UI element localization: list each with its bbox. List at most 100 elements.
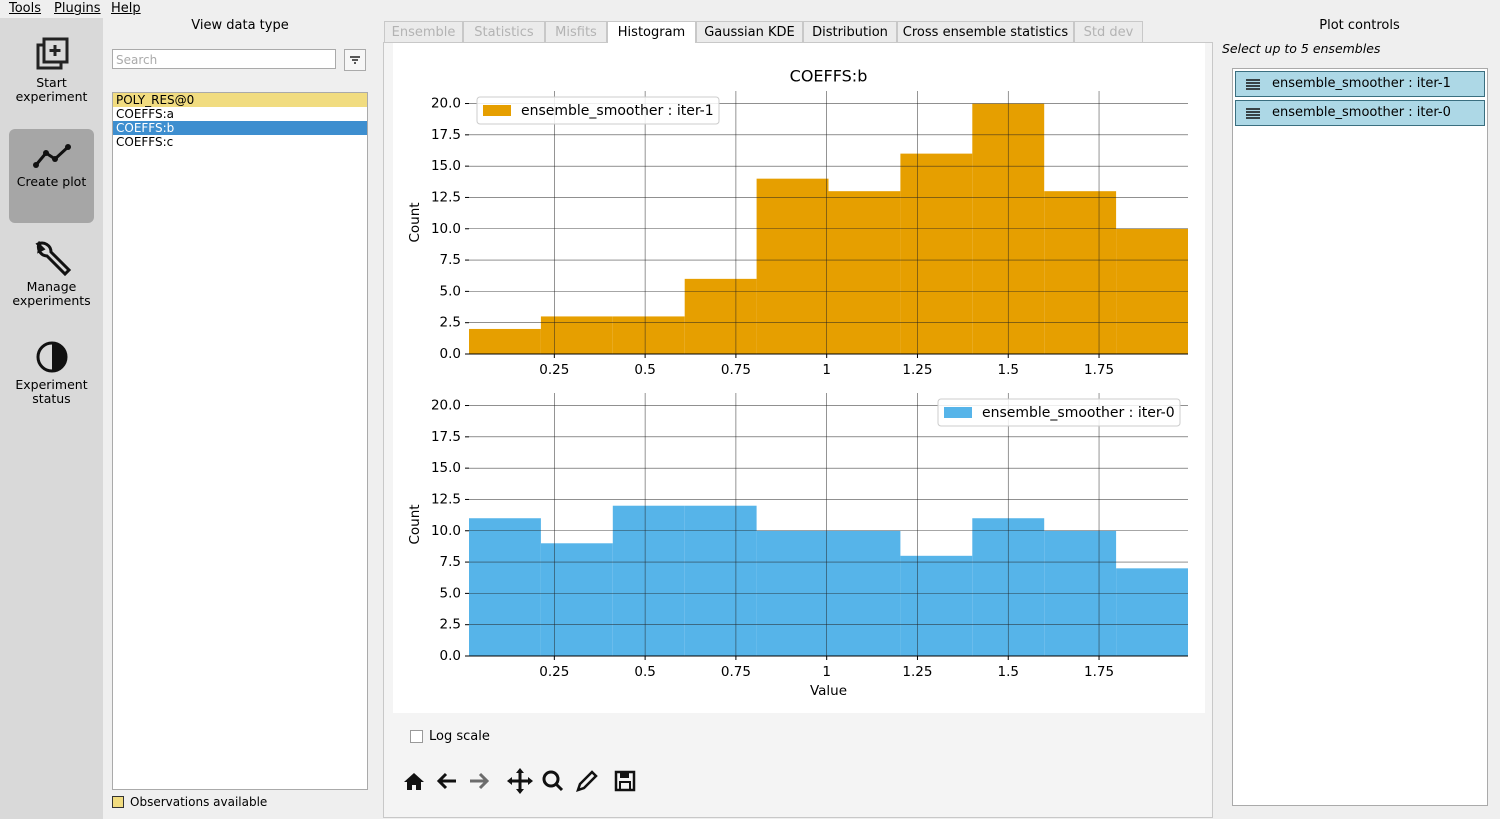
histogram-bar — [612, 505, 685, 656]
legend-label: ensemble_smoother : iter-1 — [521, 103, 714, 119]
list-item[interactable]: COEFFS:c — [116, 135, 174, 149]
y-tick-label: 15.0 — [431, 158, 461, 174]
tab[interactable]: Cross ensemble statistics — [897, 21, 1074, 43]
tab: Ensemble — [384, 21, 463, 43]
y-tick-label: 7.5 — [440, 252, 461, 268]
legend-box — [937, 398, 1181, 427]
x-tick-label: 1.75 — [1084, 362, 1114, 378]
x-tick-label: 0.25 — [539, 664, 569, 680]
y-tick-label: 20.0 — [431, 96, 461, 112]
histogram-bar — [540, 543, 613, 656]
forward-button[interactable] — [470, 772, 490, 790]
y-axis-label: Count — [407, 202, 423, 242]
menu-tools[interactable]: Tools — [9, 1, 42, 16]
x-tick-label: 0.5 — [634, 664, 655, 680]
controls-hint: Select up to 5 ensembles — [1222, 41, 1381, 56]
start-experiment-button[interactable]: Start experiment — [9, 36, 94, 111]
save-button[interactable] — [614, 770, 636, 792]
y-tick-label: 0.0 — [440, 346, 461, 362]
ensemble-item[interactable]: ensemble_smoother : iter-1 — [1235, 71, 1485, 97]
ensemble-label: ensemble_smoother : iter-1 — [1272, 76, 1451, 91]
y-tick-label: 12.5 — [431, 189, 461, 205]
histogram-bar — [684, 278, 757, 354]
log-scale-label: Log scale — [429, 729, 490, 744]
menu-help[interactable]: Help — [111, 1, 141, 16]
y-axis-label: Count — [407, 504, 423, 544]
legend-swatch — [944, 407, 972, 418]
ensemble-item[interactable]: ensemble_smoother : iter-0 — [1235, 100, 1485, 126]
histogram-bar — [756, 178, 829, 354]
histogram-bar — [684, 505, 757, 656]
x-tick-label: 1.75 — [1084, 664, 1114, 680]
y-tick-label: 10.0 — [431, 221, 461, 237]
histogram-bar — [828, 191, 901, 354]
histogram-bar — [612, 316, 685, 354]
tab-active[interactable]: Histogram — [607, 21, 696, 44]
drag-icon — [1246, 108, 1260, 119]
list-item[interactable]: COEFFS:a — [116, 107, 175, 121]
icon — [36, 341, 67, 373]
x-tick-label: 0.25 — [539, 362, 569, 378]
x-tick-label: 0.75 — [721, 362, 751, 378]
y-tick-label: 7.5 — [440, 554, 461, 570]
legend-swatch — [483, 105, 511, 116]
list-item-selected[interactable]: COEFFS:b — [113, 121, 367, 135]
y-tick-label: 2.5 — [440, 315, 461, 331]
y-tick-label: 17.5 — [431, 429, 461, 445]
histogram-bar — [469, 518, 541, 656]
y-tick-label: 0.0 — [440, 648, 461, 664]
home-button[interactable] — [404, 773, 424, 790]
zoom-button[interactable] — [542, 770, 564, 792]
icon — [36, 37, 68, 70]
label: Start experiment — [15, 75, 88, 104]
log-scale-checkbox[interactable] — [410, 730, 423, 743]
panel-title: View data type — [191, 18, 289, 33]
histogram-bar — [1116, 568, 1188, 656]
data-type-list — [112, 92, 368, 790]
y-tick-label: 20.0 — [431, 398, 461, 414]
legend-swatch — [112, 796, 124, 808]
edit-button[interactable] — [576, 770, 598, 792]
chart-title: COEFFS:b — [790, 67, 868, 86]
x-axis-label: Value — [810, 683, 847, 699]
toolbar — [404, 768, 636, 794]
label: Experiment status — [15, 377, 88, 406]
menu-plugins[interactable]: Plugins — [54, 1, 101, 16]
x-tick-label: 0.75 — [721, 664, 751, 680]
y-tick-label: 10.0 — [431, 523, 461, 539]
ensemble-label: ensemble_smoother : iter-0 — [1272, 105, 1451, 120]
histogram-bar — [900, 153, 973, 354]
legend-label: Observations available — [130, 795, 268, 809]
histogram-bar — [1044, 191, 1117, 354]
tab: Misfits — [545, 21, 607, 43]
ensemble-list — [1232, 68, 1488, 806]
y-tick-label: 17.5 — [431, 127, 461, 143]
tab[interactable]: Gaussian KDE — [696, 21, 803, 43]
search-input[interactable]: Search — [112, 49, 336, 69]
y-tick-label: 5.0 — [440, 585, 461, 601]
label: Create plot — [16, 174, 87, 189]
x-tick-label: 0.5 — [634, 362, 655, 378]
create-plot-button[interactable]: Create plot — [9, 129, 94, 223]
figure: 0.0 2.5 5.0 7.5 10.0 12.5 15.0 17.5 20.0 0.25 0.5 0… — [393, 43, 1205, 713]
controls-title: Plot controls — [1319, 18, 1400, 33]
histogram-bar — [900, 555, 973, 656]
drag-icon — [1246, 79, 1260, 90]
tab[interactable]: Distribution — [803, 21, 897, 43]
list-item[interactable]: POLY_RES@0 — [113, 93, 367, 107]
legend-label: ensemble_smoother : iter-0 — [982, 405, 1175, 421]
icon — [34, 241, 71, 276]
pan-button[interactable] — [507, 768, 533, 794]
filter-button[interactable] — [344, 49, 366, 71]
icon — [350, 56, 360, 64]
back-button[interactable] — [436, 772, 456, 790]
sidebar: Start experiment Create plot Manage expe… — [0, 18, 103, 819]
tab: Statistics — [463, 21, 545, 43]
manage-experiments-button[interactable]: Manage experiments — [9, 238, 94, 318]
x-tick-label: 1.5 — [998, 664, 1019, 680]
y-tick-label: 5.0 — [440, 283, 461, 299]
experiment-status-button[interactable]: Experiment status — [9, 340, 94, 420]
tab: Std dev — [1074, 21, 1143, 43]
